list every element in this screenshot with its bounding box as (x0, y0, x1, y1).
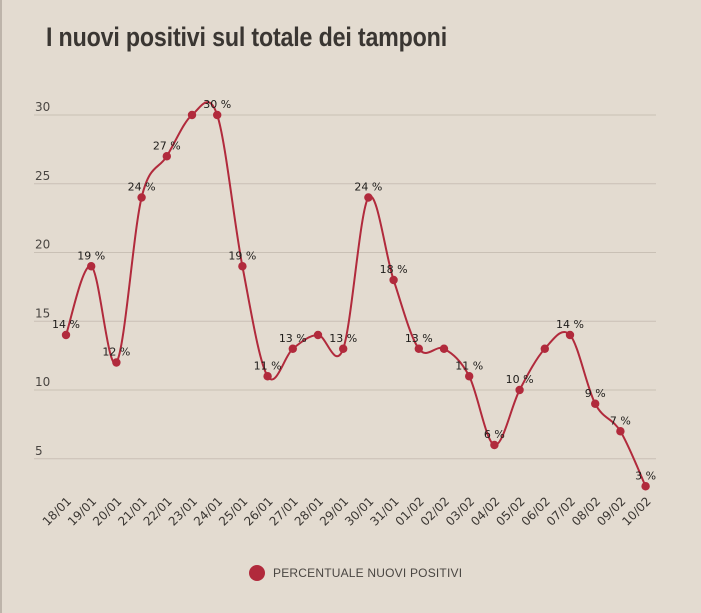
data-point[interactable] (61, 330, 71, 340)
gridlines (34, 114, 656, 460)
data-points (61, 110, 650, 491)
y-tick-label: 15 (35, 306, 50, 320)
data-label: 6 % (484, 428, 505, 441)
data-label: 18 % (380, 263, 408, 276)
x-axis-ticks: 18/0119/0120/0121/0122/0123/0124/0125/01… (40, 494, 654, 528)
data-label: 30 % (203, 98, 231, 111)
y-axis-ticks: 5 10 15 20 25 30 (35, 100, 50, 458)
data-point[interactable] (339, 344, 348, 353)
x-tick-label: 10/02 (619, 494, 653, 528)
data-point[interactable] (187, 110, 197, 120)
data-label: 24 % (128, 181, 156, 194)
y-tick-label: 10 (35, 375, 50, 389)
y-tick-label: 30 (35, 100, 50, 114)
data-point[interactable] (414, 344, 423, 353)
data-point[interactable] (288, 344, 297, 353)
data-label: 3 % (635, 469, 656, 482)
data-point[interactable] (616, 427, 625, 436)
data-label: 12 % (102, 346, 130, 359)
data-label: 7 % (610, 414, 631, 427)
data-point[interactable] (162, 152, 171, 161)
data-point[interactable] (137, 193, 146, 202)
data-label: 10 % (506, 373, 534, 386)
y-tick-label: 25 (35, 169, 50, 183)
legend[interactable]: PERCENTUALE NUOVI POSITIVI (249, 565, 462, 581)
legend-label: PERCENTUALE NUOVI POSITIVI (273, 566, 463, 580)
data-point[interactable] (364, 193, 373, 202)
data-point[interactable] (515, 385, 524, 395)
data-point[interactable] (439, 344, 449, 353)
data-label: 13 % (405, 332, 433, 345)
data-point[interactable] (238, 262, 247, 271)
data-point[interactable] (313, 330, 323, 340)
data-point[interactable] (490, 440, 499, 450)
data-label: 14 % (556, 318, 584, 331)
series-line (65, 101, 647, 487)
data-labels: 14 % 19 % 12 % 24 % 27 % 30 % 19 % 11 % 13 % 13 %… (52, 98, 656, 482)
data-point[interactable] (540, 344, 549, 353)
chart-title: I nuovi positivi sul totale dei tamponi (46, 22, 447, 52)
data-point[interactable] (112, 358, 121, 367)
data-point[interactable] (465, 372, 474, 381)
data-label: 19 % (228, 249, 256, 262)
data-point[interactable] (591, 399, 600, 408)
data-point[interactable] (565, 330, 575, 340)
data-point[interactable] (87, 262, 96, 271)
data-point[interactable] (641, 482, 650, 491)
legend-marker (249, 565, 265, 581)
frame-border (0, 0, 2, 613)
data-label: 11 % (455, 359, 483, 372)
data-label: 9 % (585, 387, 606, 400)
data-label: 13 % (279, 332, 307, 345)
y-tick-label: 5 (35, 444, 43, 458)
data-label: 19 % (77, 249, 105, 262)
y-tick-label: 20 (35, 238, 50, 252)
data-label: 24 % (354, 181, 382, 194)
data-label: 11 % (254, 359, 282, 372)
data-point[interactable] (389, 275, 398, 285)
data-point[interactable] (213, 110, 222, 120)
data-point[interactable] (263, 372, 272, 381)
data-label: 14 % (52, 318, 80, 331)
data-label: 27 % (153, 139, 181, 152)
data-label: 13 % (329, 332, 357, 345)
